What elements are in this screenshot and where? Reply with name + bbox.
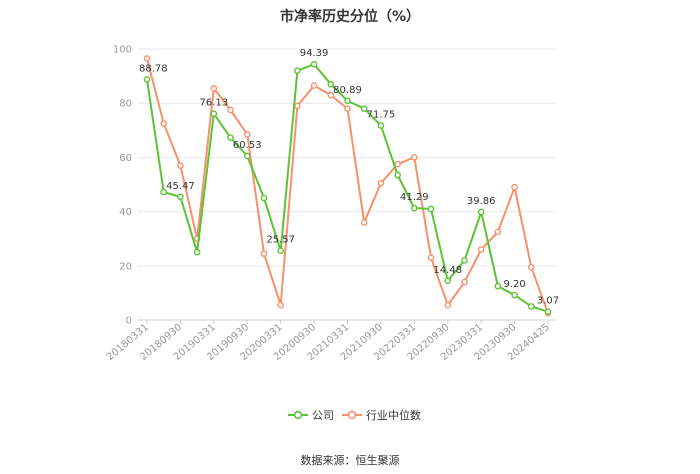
data-label: 39.86 [467,196,496,207]
y-tick-label: 80 [119,99,132,110]
data-point [177,162,184,169]
data-point [494,282,502,290]
y-tick-label: 40 [119,207,132,218]
source-note: 数据来源：恒生聚源 [300,454,400,467]
data-point [394,160,401,168]
data-point [377,179,385,187]
y-tick-label: 20 [119,261,132,272]
data-point [160,188,168,196]
legend-swatch-marker [293,410,303,420]
data-point [177,193,184,201]
data-point [294,67,301,74]
data-point [444,277,452,285]
data-point [527,263,535,271]
data-point [327,91,335,99]
data-point [477,246,485,253]
data-point [377,122,385,129]
data-label: 25.57 [266,235,295,246]
data-point [461,257,468,264]
data-point [427,254,435,261]
data-point [444,301,452,309]
data-point [310,82,318,89]
data-point [544,308,552,315]
data-point [477,208,485,216]
data-label: 14.48 [433,265,462,276]
data-point [294,102,301,110]
data-point [260,194,268,202]
data-point [344,97,351,105]
data-point [227,134,234,141]
data-point [411,204,418,212]
data-point [243,152,251,160]
series-lines [143,55,552,317]
data-label: 88.78 [139,63,168,74]
data-label: 45.47 [166,181,195,192]
data-label: 71.75 [367,110,396,121]
data-label: 9.20 [503,279,525,290]
data-label: 41.29 [400,192,429,203]
data-label: 3.07 [537,296,559,307]
data-point [461,278,468,286]
data-point [411,154,418,161]
data-point [143,55,151,62]
y-tick-label: 60 [119,153,132,164]
legend: 公司 行业中位数 [288,408,421,422]
data-label: 80.89 [333,85,362,96]
y-tick-label: 100 [113,45,132,56]
legend-label-company: 公司 [312,409,334,422]
data-point [210,84,218,92]
data-point [360,105,368,112]
data-point [160,120,168,127]
data-label: 60.53 [233,140,262,151]
data-point [344,105,351,112]
legend-swatch-marker [347,410,357,420]
data-point [310,60,318,68]
data-point [527,303,535,310]
data-point [193,248,201,256]
data-point [227,106,234,114]
data-point [511,291,518,299]
data-point [210,110,218,117]
data-point [511,183,518,191]
data-point [260,250,268,257]
data-label: 76.13 [200,98,229,109]
data-label: 94.39 [300,48,329,59]
y-tick-label: 0 [126,316,132,327]
chart-title: 市净率历史分位（%） [279,9,421,25]
data-point [277,247,284,255]
data-point [360,219,368,226]
data-point [277,301,284,309]
data-point [494,228,502,236]
data-point [394,171,401,179]
data-point [427,205,435,213]
data-point [327,80,335,88]
data-point [143,76,151,83]
data-point [243,131,251,138]
legend-label-industry: 行业中位数 [366,408,421,422]
data-labels: 88.78 45.47 76.13 60.53 25.57 94.39 80.89 71.75… [139,48,559,306]
